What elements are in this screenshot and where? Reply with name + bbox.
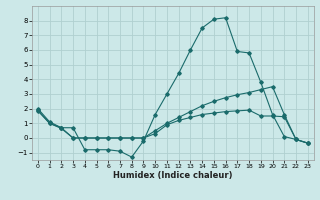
X-axis label: Humidex (Indice chaleur): Humidex (Indice chaleur)	[113, 171, 233, 180]
